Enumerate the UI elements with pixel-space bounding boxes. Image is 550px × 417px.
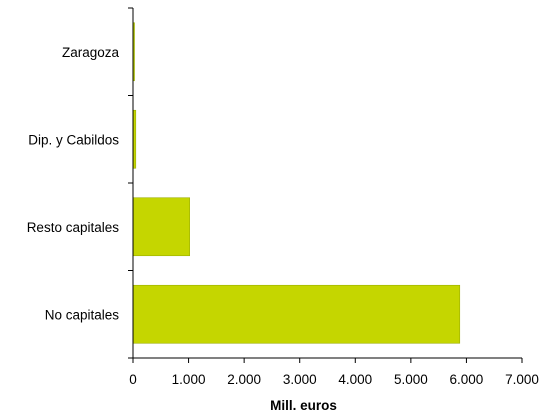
bars-group — [132, 22, 461, 344]
x-tick-label: 0 — [129, 372, 137, 387]
bar-no-capitales — [132, 284, 461, 344]
category-labels-group: Zaragoza Dip. y Cabildos Resto capitales No… — [27, 45, 120, 323]
x-tick-label: 1.000 — [172, 372, 206, 387]
x-tick-label: 3.000 — [283, 372, 317, 387]
category-label-resto-capitales: Resto capitales — [27, 220, 120, 235]
axes-group — [128, 7, 523, 363]
x-tick-label: 7.000 — [505, 372, 539, 387]
x-tick-label: 4.000 — [338, 372, 372, 387]
x-tick-label: 2.000 — [227, 372, 261, 387]
x-tick-label: 5.000 — [394, 372, 428, 387]
tick-labels-group: 0 1.000 2.000 3.000 4.000 5.000 6.000 7.000 — [129, 372, 539, 387]
bar-resto-capitales — [132, 197, 190, 257]
x-axis-title: Mill. euros — [270, 398, 337, 413]
x-tick-label: 6.000 — [450, 372, 484, 387]
category-label-zaragoza: Zaragoza — [62, 45, 120, 60]
category-label-no-capitales: No capitales — [45, 307, 120, 322]
category-label-dip-y-cabildos: Dip. y Cabildos — [28, 132, 119, 147]
